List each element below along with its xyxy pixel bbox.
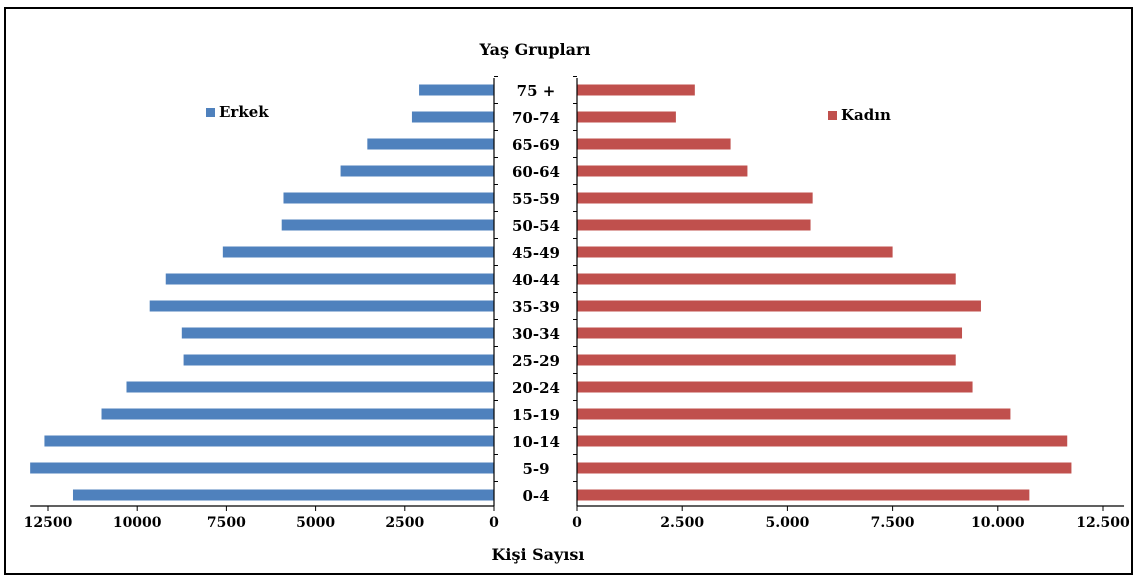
category-label-40-44: 40-44	[512, 271, 560, 289]
legend-label-erkek: Erkek	[219, 103, 269, 121]
bar-erkek-0-4	[72, 489, 494, 501]
category-label-10-14: 10-14	[512, 433, 560, 451]
category-label-55-59: 55-59	[512, 190, 560, 208]
legend: Erkek Kadın	[206, 103, 891, 124]
bar-kadin-35-39	[577, 300, 981, 312]
category-label-30-34: 30-34	[512, 325, 560, 343]
bar-erkek-55-59	[283, 192, 494, 204]
legend-label-kadin: Kadın	[841, 106, 891, 124]
bar-kadin-15-19	[577, 408, 1011, 420]
bar-kadin-50-54	[577, 219, 811, 231]
bar-erkek-35-39	[149, 300, 495, 312]
left-tick-label: 12500	[24, 515, 73, 531]
bar-erkek-50-54	[281, 219, 494, 231]
bar-erkek-70-74	[411, 111, 494, 123]
bar-erkek-65-69	[367, 138, 494, 150]
category-label-45-49: 45-49	[512, 244, 560, 262]
bar-kadin-55-59	[577, 192, 813, 204]
category-label-50-54: 50-54	[512, 217, 560, 235]
bar-kadin-40-44	[577, 273, 956, 285]
bar-erkek-40-44	[165, 273, 494, 285]
category-label-25-29: 25-29	[512, 352, 560, 370]
category-labels-group: 75 + 70-74 65-69 60-64 55-59 50-54 45-49 40-44 3…	[512, 82, 560, 505]
legend-swatch-kadin	[828, 111, 837, 120]
category-label-5-9: 5-9	[522, 460, 549, 478]
category-label-35-39: 35-39	[512, 298, 560, 316]
right-tick-label: 7.500	[871, 515, 915, 531]
category-label-70-74: 70-74	[512, 109, 560, 127]
bar-erkek-60-64	[340, 165, 494, 177]
left-tick-label: 2500	[385, 515, 424, 531]
bar-erkek-25-29	[183, 354, 495, 366]
bar-kadin-5-9	[577, 462, 1072, 474]
bar-erkek-75+	[419, 84, 494, 96]
left-tick-label: 5000	[296, 515, 335, 531]
left-tick-label: 10000	[113, 515, 162, 531]
bar-kadin-10-14	[577, 435, 1068, 447]
bar-kadin-30-34	[577, 327, 963, 339]
category-label-75+: 75 +	[517, 82, 556, 100]
bar-kadin-60-64	[577, 165, 748, 177]
category-label-15-19: 15-19	[512, 406, 560, 424]
bar-kadin-70-74	[577, 111, 676, 123]
bar-erkek-20-24	[126, 381, 494, 393]
bar-erkek-30-34	[181, 327, 495, 339]
left-tick-label: 7500	[207, 515, 246, 531]
bar-kadin-25-29	[577, 354, 956, 366]
bars-group	[30, 84, 1072, 501]
chart-title: Yaş Grupları	[479, 40, 591, 59]
bar-erkek-10-14	[44, 435, 494, 447]
bar-kadin-75+	[577, 84, 695, 96]
right-tick-label: 5.000	[765, 515, 809, 531]
left-tick-label: 0	[489, 515, 499, 531]
bar-kadin-65-69	[577, 138, 731, 150]
bar-erkek-5-9	[30, 462, 494, 474]
category-label-60-64: 60-64	[512, 163, 560, 181]
bar-erkek-15-19	[101, 408, 495, 420]
category-label-0-4: 0-4	[522, 487, 549, 505]
category-label-20-24: 20-24	[512, 379, 560, 397]
chart-frame	[4, 7, 1133, 575]
axes-group: 12500 10000 7500 5000 2500 0 0 2.500 5.000 7.500 1…	[24, 76, 1130, 531]
bar-kadin-0-4	[577, 489, 1030, 501]
bar-kadin-45-49	[577, 246, 893, 258]
x-axis-label: Kişi Sayısı	[491, 545, 584, 564]
bar-erkek-45-49	[222, 246, 494, 258]
category-label-65-69: 65-69	[512, 136, 560, 154]
bar-kadin-20-24	[577, 381, 973, 393]
right-tick-label: 12.500	[1076, 515, 1130, 531]
right-tick-label: 10.000	[971, 515, 1025, 531]
legend-swatch-erkek	[206, 108, 215, 117]
right-tick-label: 2.500	[660, 515, 704, 531]
right-tick-label: 0	[572, 515, 582, 531]
